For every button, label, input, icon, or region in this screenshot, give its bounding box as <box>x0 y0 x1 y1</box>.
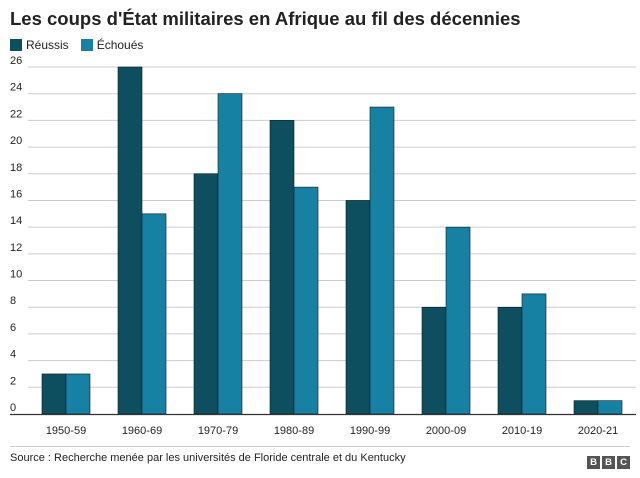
bar-reussis <box>573 400 599 415</box>
bbc-logo-letter: C <box>617 456 630 469</box>
bar-reussis <box>193 173 219 415</box>
bbc-logo-letter: B <box>602 456 615 469</box>
y-tick-label: 22 <box>10 108 22 120</box>
y-tick-label: 16 <box>10 188 22 200</box>
y-tick-label: 20 <box>10 135 22 147</box>
bar-reussis <box>421 306 447 415</box>
bbc-logo-letter: B <box>587 456 600 469</box>
y-tick-label: 12 <box>10 242 22 254</box>
x-tick-label: 2020-21 <box>578 425 618 437</box>
bar-reussis <box>497 306 523 415</box>
bar-echoues <box>521 293 547 415</box>
y-tick-label: 26 <box>10 55 22 67</box>
chart-title: Les coups d'État militaires en Afrique a… <box>10 8 521 29</box>
bar-echoues <box>597 400 623 415</box>
footer-divider <box>10 446 630 447</box>
legend: Réussis Échoués <box>10 38 155 52</box>
y-tick-label: 6 <box>10 322 16 334</box>
y-tick-label: 8 <box>10 295 16 307</box>
y-tick-label: 4 <box>10 349 16 361</box>
y-tick-label: 2 <box>10 375 16 387</box>
bar-echoues <box>217 93 243 415</box>
x-tick-label: 1960-69 <box>122 425 162 437</box>
source-note: Source : Recherche menée par les univers… <box>10 452 406 464</box>
y-tick-label: 14 <box>10 215 22 227</box>
legend-swatch-reussis <box>10 39 22 51</box>
x-tick-label: 1990-99 <box>350 425 390 437</box>
legend-swatch-echoues <box>80 39 93 51</box>
bar-echoues <box>445 226 471 415</box>
x-tick-label: 2010-19 <box>502 425 542 437</box>
legend-item-echoues: Échoués <box>80 38 144 52</box>
bar-reussis <box>345 200 371 415</box>
bar-echoues <box>65 373 91 415</box>
bar-echoues <box>141 213 167 415</box>
legend-label-echoues: Échoués <box>96 38 144 52</box>
x-tick-label: 2000-09 <box>426 425 466 437</box>
y-tick-label: 0 <box>10 402 16 414</box>
legend-item-reussis: Réussis <box>10 38 69 52</box>
x-tick-label: 1950-59 <box>46 425 86 437</box>
y-tick-label: 18 <box>10 162 22 174</box>
x-tick-label: 1970-79 <box>198 425 238 437</box>
bar-reussis <box>117 66 143 415</box>
x-tick-label: 1980-89 <box>274 425 314 437</box>
y-tick-label: 10 <box>10 269 22 281</box>
y-tick-label: 24 <box>10 82 22 94</box>
bar-reussis <box>41 373 67 415</box>
bar-reussis <box>269 120 295 415</box>
legend-label-reussis: Réussis <box>26 38 69 52</box>
bar-echoues <box>369 106 395 415</box>
bar-echoues <box>293 186 319 415</box>
bbc-logo: B B C <box>587 456 630 469</box>
